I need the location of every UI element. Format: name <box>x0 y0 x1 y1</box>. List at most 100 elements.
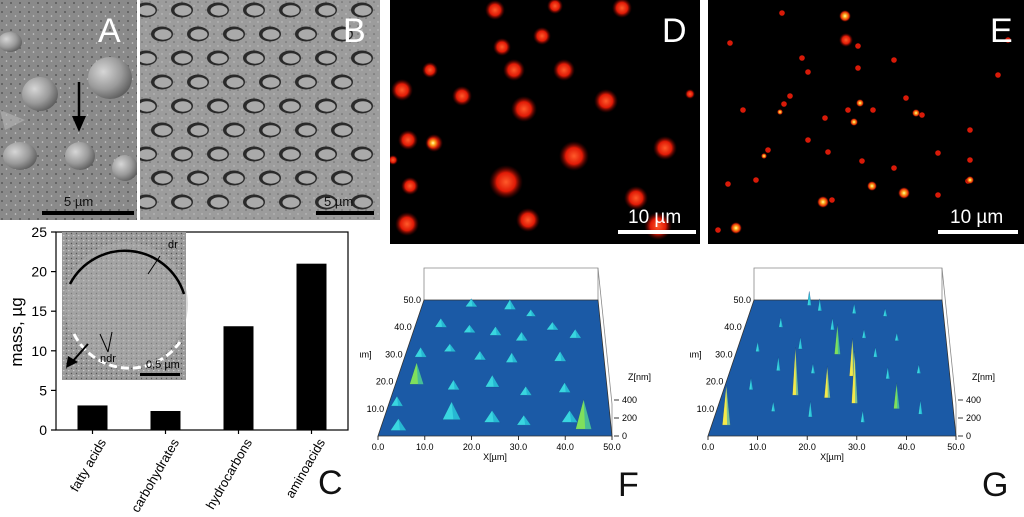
fluorescent-spot <box>967 157 973 163</box>
bright-spot <box>761 153 767 159</box>
fluorescent-spot <box>765 147 771 153</box>
fluorescent-spot <box>799 55 805 61</box>
fluorescent-spot <box>805 137 811 143</box>
bright-spot <box>912 109 920 117</box>
y-tick-label: 10 <box>31 343 47 359</box>
x-tick-label: 40.0 <box>556 442 574 452</box>
y-tick-label: 0 <box>39 422 47 438</box>
bar <box>223 326 254 430</box>
panel-a-image <box>0 0 138 220</box>
bar <box>150 410 181 430</box>
fluorescent-spot <box>859 158 865 164</box>
y-tick-label: 50.0 <box>403 295 421 305</box>
fluorescent-spot <box>845 107 851 113</box>
y-tick-label: 20 <box>31 264 47 280</box>
fluorescent-spot <box>740 107 746 113</box>
fluorescent-spot <box>967 127 973 133</box>
fluorescent-spot <box>489 165 523 199</box>
fluorescent-spot <box>511 96 537 122</box>
x-tick-label: 40.0 <box>898 442 916 452</box>
fluorescent-spot <box>547 0 563 14</box>
fluorescent-spot <box>553 59 575 81</box>
x-tick-label: fatty acids <box>67 436 110 495</box>
z-axis-label: Z[nm] <box>972 372 995 382</box>
fluorescent-spot <box>1005 37 1011 43</box>
y-tick-label: 40.0 <box>724 322 742 332</box>
fluorescent-spot <box>870 107 876 113</box>
z-tick-label: 400 <box>966 395 981 405</box>
x-tick-label: 10.0 <box>416 442 434 452</box>
x-tick-label: 20.0 <box>798 442 816 452</box>
panel-f-letter: F <box>618 466 639 504</box>
y-tick-label: 25 <box>31 224 47 240</box>
panel-e-scale-label: 10 µm <box>950 207 1004 228</box>
y-tick-label: 5 <box>39 382 47 398</box>
panel-a-scale-label: 5 µm <box>64 194 94 209</box>
panel-e-image <box>708 0 1024 244</box>
x-tick-label: 0.0 <box>702 442 715 452</box>
z-tick-label: 200 <box>622 413 637 423</box>
y-tick-label: 10.0 <box>367 404 385 414</box>
surface-plot-g: 0.0 10.0 20.0 30.0 40.0 50.0 X[µm] 10.0 20.0 30.0… <box>678 267 995 462</box>
fluorescent-spot <box>388 155 398 165</box>
x-tick-label: 30.0 <box>510 442 528 452</box>
fluorescent-spot <box>391 79 413 101</box>
fluorescent-spot <box>653 136 677 160</box>
fluorescent-spot <box>935 192 941 198</box>
x-tick-label: 30.0 <box>848 442 866 452</box>
fluorescent-spot <box>829 197 835 203</box>
y-tick-label: 20.0 <box>376 377 394 387</box>
x-tick-label: carbohydrates <box>128 436 182 512</box>
x-tick-label: hydrocarbons <box>203 436 256 512</box>
bright-spot <box>777 109 783 115</box>
panel-a-letter: A <box>98 12 121 50</box>
panel-d-scale-label: 10 µm <box>628 207 682 228</box>
fluorescent-spot <box>919 112 925 118</box>
fluorescent-spot <box>533 27 551 45</box>
panel-d-letter: D <box>662 12 687 50</box>
inset-scale-label: 0,5 µm <box>146 359 180 371</box>
bright-spot <box>426 136 440 150</box>
fluorescent-spot <box>725 181 731 187</box>
fluorescent-spot <box>559 141 589 171</box>
fluorescent-spot <box>891 57 897 63</box>
x-tick-label: 20.0 <box>463 442 481 452</box>
y-axis-label: Y[µm] <box>360 349 372 359</box>
x-axis-label: X[µm] <box>483 452 507 462</box>
fluorescent-spot <box>822 115 828 121</box>
y-tick-label: 15 <box>31 303 47 319</box>
fluorescent-spot <box>727 40 733 46</box>
surface-plot-f: 0.0 10.0 20.0 30.0 40.0 50.0 X[µm] 10.0 20.0 30.0… <box>348 267 651 462</box>
y-tick-label: 10.0 <box>697 404 715 414</box>
x-tick-label: 10.0 <box>749 442 767 452</box>
panel-b-scale-label: 5 µm <box>324 194 354 209</box>
plot-frame <box>55 231 349 431</box>
fluorescent-spot <box>839 33 853 47</box>
fluorescent-spot <box>612 0 632 18</box>
fluorescent-spot <box>805 69 811 75</box>
y-tick-label: 30.0 <box>385 349 403 359</box>
fluorescent-spot <box>825 149 831 155</box>
y-tick-label: 40.0 <box>394 322 412 332</box>
bright-spot <box>966 176 974 184</box>
panel-e: E 10 µm <box>708 0 1024 244</box>
bright-spot <box>817 196 829 208</box>
fluorescent-spot <box>685 89 695 99</box>
fluorescent-spot <box>401 177 419 195</box>
fluorescent-spot <box>594 89 618 113</box>
fluorescent-spot <box>779 10 785 16</box>
x-tick-label: 0.0 <box>372 442 385 452</box>
z-axis-label: Z[nm] <box>628 372 651 382</box>
panel-g: 0.0 10.0 20.0 30.0 40.0 50.0 X[µm] 10.0 20.0 30.0… <box>678 262 1024 512</box>
surface-floor <box>707 299 957 437</box>
bright-spot <box>730 222 742 234</box>
panel-b-image <box>135 0 380 220</box>
bright-spot <box>867 181 877 191</box>
panel-f: 0.0 10.0 20.0 30.0 40.0 50.0 X[µm] 10.0 20.0 30.0… <box>348 262 680 512</box>
fluorescent-spot <box>891 165 897 171</box>
fluorescent-spot <box>395 212 419 236</box>
fluorescent-spot <box>516 208 540 232</box>
inset-label-dr: dr <box>168 239 178 251</box>
y-tick-label: 50.0 <box>733 295 751 305</box>
fluorescent-spot <box>935 150 941 156</box>
